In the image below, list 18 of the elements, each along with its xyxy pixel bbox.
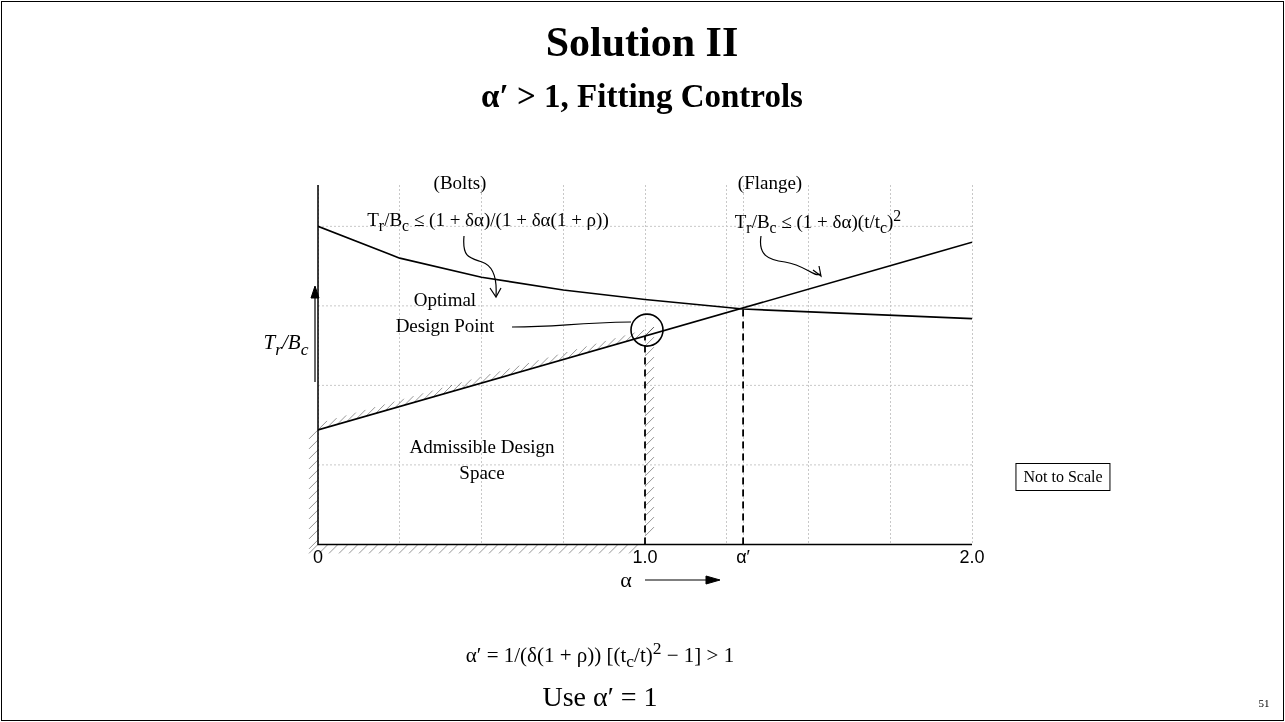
- y-axis-title: T$_{r}$/B$_{c}$: [263, 330, 309, 360]
- chart-title: Solution II: [545, 18, 739, 66]
- annotation: Admissible Design Space: [408, 435, 556, 485]
- x-tick-label: 2.0: [959, 547, 985, 568]
- x-tick-label: 0: [312, 547, 324, 568]
- annotation: T$_{r}$/B$_{c}$ ≤ (1 + δα)(t/t$_{c}$)$^{2}$: [734, 206, 902, 238]
- text: (Bolts): [433, 172, 487, 194]
- text: α′ = 1/(δ(1 + ρ)) [(t$_{c}$/t)$^{2}$ − 1] > 1: [465, 637, 735, 673]
- text: Use α′ = 1: [542, 681, 658, 713]
- text: (Flange): [737, 172, 803, 194]
- x-axis-title: α: [620, 567, 632, 593]
- chart-subtitle: α′ > 1, Fitting Controls: [481, 77, 803, 115]
- text: 51: [1258, 697, 1270, 709]
- text: Not to Scale: [1015, 463, 1111, 491]
- annotation: Optimal Design Point: [394, 288, 496, 338]
- x-tick-label: α′: [736, 547, 751, 568]
- x-tick-label: 1.0: [632, 547, 658, 568]
- annotation: T$_{r}$/B$_{c}$ ≤ (1 + δα)/(1 + δα(1 + ρ)): [367, 209, 609, 235]
